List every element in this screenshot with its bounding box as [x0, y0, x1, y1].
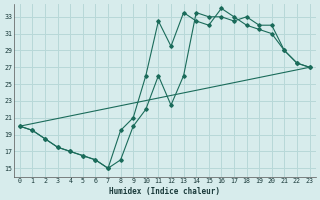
- X-axis label: Humidex (Indice chaleur): Humidex (Indice chaleur): [109, 187, 220, 196]
